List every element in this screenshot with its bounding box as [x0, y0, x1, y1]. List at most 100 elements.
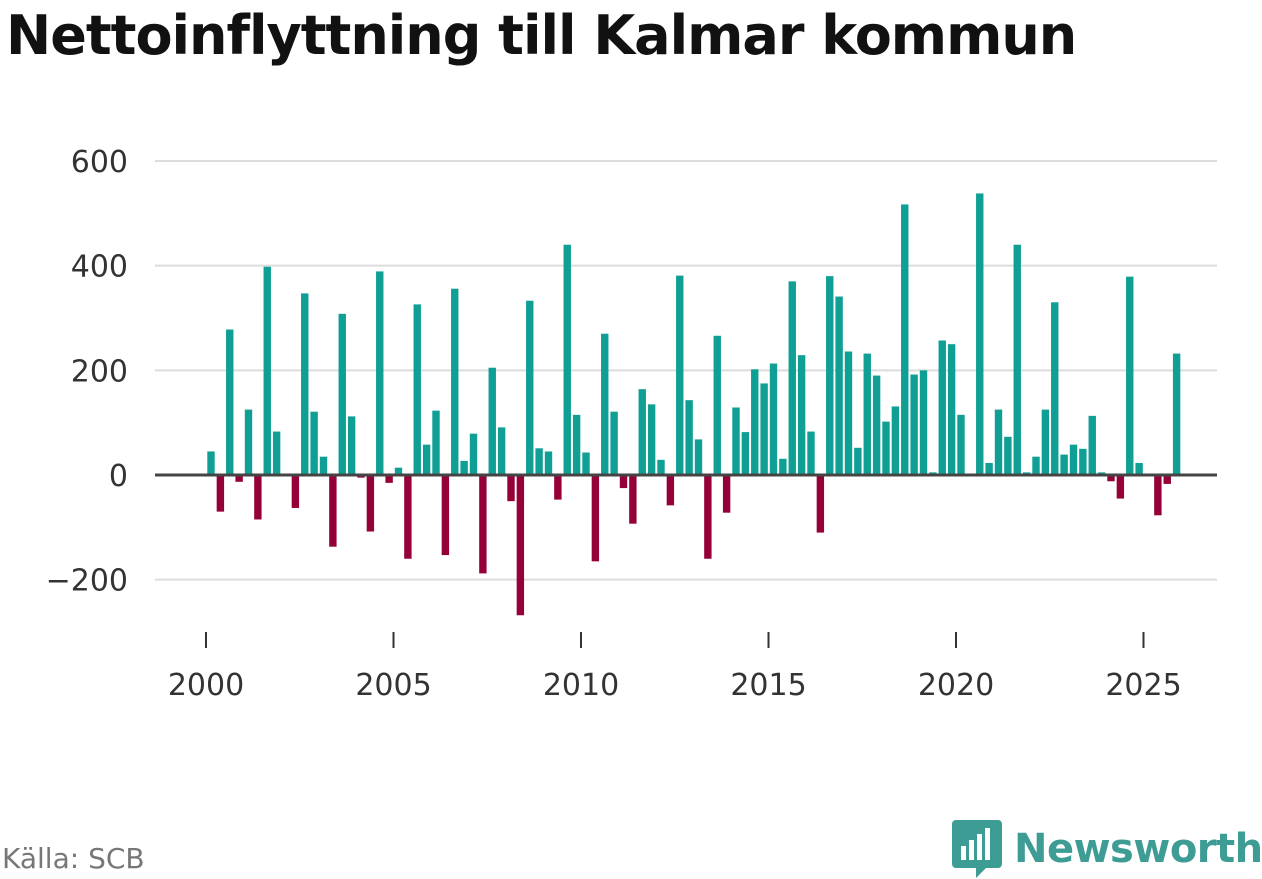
bar — [301, 293, 309, 475]
bar — [882, 421, 890, 475]
bar — [432, 410, 440, 475]
bar — [741, 432, 750, 475]
source-label: Källa: SCB — [2, 842, 145, 875]
bar — [1107, 475, 1115, 482]
bar — [901, 204, 909, 475]
bar — [310, 411, 318, 475]
bar — [1041, 409, 1050, 475]
bar — [704, 475, 712, 559]
bar — [254, 475, 262, 520]
bar — [526, 300, 534, 475]
bar — [1163, 475, 1171, 484]
bar — [610, 411, 618, 475]
bar — [1116, 475, 1125, 499]
bar — [207, 451, 215, 475]
bar — [272, 431, 281, 475]
bar — [797, 355, 806, 475]
bar — [835, 296, 843, 475]
bar — [329, 475, 337, 547]
bar — [685, 400, 693, 475]
bar — [1126, 276, 1134, 475]
bar — [216, 475, 225, 512]
bar — [451, 288, 459, 475]
bar — [844, 351, 853, 475]
bar — [854, 447, 862, 475]
brand-name: Newsworthy — [1014, 826, 1262, 872]
bar — [769, 363, 778, 475]
y-tick-label: 600 — [71, 145, 128, 180]
bar — [985, 462, 993, 475]
bar — [1154, 475, 1162, 516]
bar — [976, 193, 984, 475]
bar — [601, 333, 609, 475]
newsworthy-logo-icon — [952, 820, 1002, 878]
newsworthy-logo[interactable]: Newsworthy — [952, 820, 1262, 878]
bar — [582, 452, 590, 475]
bars — [207, 193, 1181, 616]
bar — [385, 475, 393, 483]
bar — [722, 475, 731, 513]
bar — [666, 475, 675, 506]
bar — [638, 389, 646, 475]
bar — [694, 439, 703, 475]
bar — [1004, 436, 1012, 475]
bar — [779, 458, 787, 475]
bar — [807, 431, 815, 475]
bar — [488, 367, 496, 475]
x-tick-label: 2025 — [1105, 668, 1181, 703]
bar — [1079, 448, 1087, 475]
bar — [657, 459, 665, 475]
bar — [469, 433, 478, 475]
y-axis-ticks: 600 400 200 0 −200 — [46, 145, 128, 599]
x-axis-ticks: 2000 2005 2010 2015 2020 2025 — [168, 632, 1182, 703]
bar — [872, 375, 881, 475]
bar — [1013, 244, 1021, 475]
bar — [732, 407, 740, 475]
bar — [1135, 462, 1143, 475]
bar — [826, 276, 834, 475]
bar — [422, 444, 431, 475]
bar — [291, 475, 300, 508]
bar — [863, 353, 871, 475]
bar — [563, 244, 571, 475]
x-tick-label: 2005 — [355, 668, 431, 703]
bar — [629, 475, 637, 524]
bar — [994, 409, 1003, 475]
bar — [713, 335, 721, 475]
chart-title: Nettoinflyttning till Kalmar kommun — [6, 4, 1077, 67]
x-tick-label: 2020 — [918, 668, 994, 703]
bar — [338, 313, 346, 475]
gridlines — [155, 160, 1217, 581]
bar — [460, 460, 468, 475]
bar — [366, 475, 375, 532]
bar — [497, 427, 506, 475]
bar — [394, 467, 403, 475]
bar — [891, 406, 900, 475]
bar — [263, 266, 271, 475]
bar — [244, 409, 253, 475]
y-tick-label: 200 — [71, 354, 128, 389]
bar — [1032, 456, 1040, 475]
y-tick-label: 0 — [109, 459, 128, 494]
bar — [947, 344, 956, 475]
bar — [1088, 415, 1096, 475]
bar — [226, 329, 234, 475]
bar — [554, 475, 562, 500]
bar — [1172, 353, 1181, 475]
bar — [676, 275, 684, 475]
bar — [788, 281, 796, 475]
x-tick-label: 2010 — [543, 668, 619, 703]
bar — [938, 340, 946, 475]
bar — [1060, 454, 1068, 475]
bar — [591, 475, 600, 562]
x-tick-label: 2000 — [168, 668, 244, 703]
bar — [507, 475, 515, 502]
y-tick-label: −200 — [46, 564, 128, 599]
bar — [376, 271, 384, 475]
bar — [319, 456, 328, 475]
bar — [413, 304, 421, 475]
bar — [1051, 302, 1059, 475]
bar — [535, 448, 543, 475]
y-tick-label: 400 — [71, 250, 128, 285]
